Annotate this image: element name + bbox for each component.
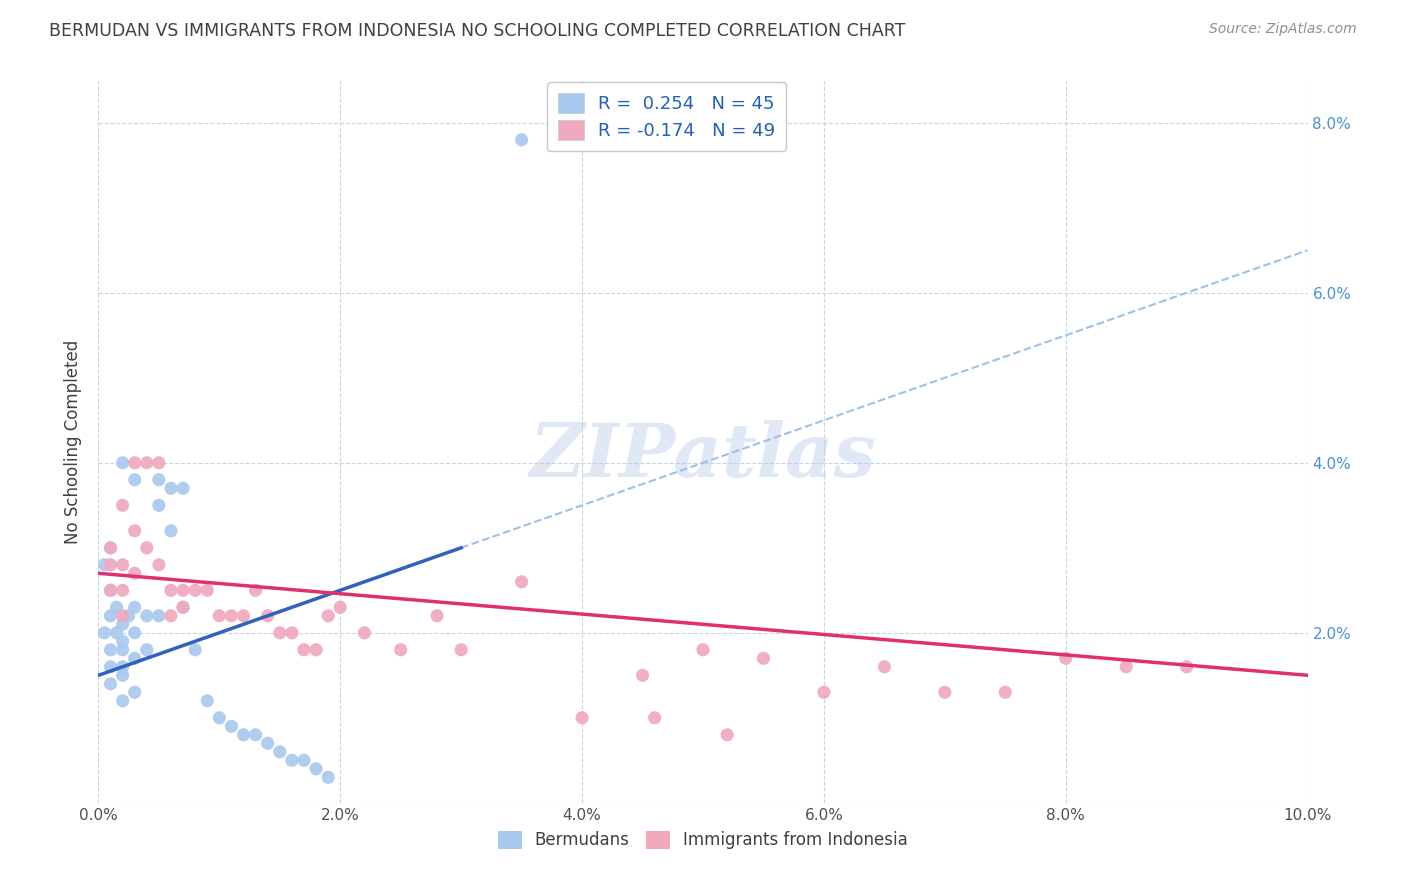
Point (873, 660, 896, 674)
Point (195, 583, 218, 598)
Point (124, 625, 146, 640)
Point (256, 736, 278, 750)
Point (644, 711, 666, 725)
Point (389, 642, 412, 657)
Point (172, 600, 194, 615)
Point (111, 634, 134, 648)
Point (93, 558, 115, 572)
Point (124, 473, 146, 487)
Point (100, 558, 122, 572)
Point (105, 600, 128, 615)
Point (450, 642, 472, 657)
Point (256, 608, 278, 623)
Point (184, 642, 207, 657)
Point (1175, 660, 1198, 674)
Point (208, 608, 231, 623)
Point (172, 583, 194, 598)
Point (135, 642, 157, 657)
Point (100, 583, 122, 598)
Point (160, 583, 183, 598)
Point (111, 583, 134, 598)
Point (100, 660, 122, 674)
Point (111, 617, 134, 632)
Point (269, 625, 291, 640)
Point (329, 600, 352, 615)
Point (124, 566, 146, 581)
Point (208, 711, 231, 725)
Y-axis label: No Schooling Completed: No Schooling Completed (65, 340, 83, 543)
Point (118, 608, 141, 623)
Point (281, 753, 304, 767)
Point (124, 600, 146, 615)
Point (316, 770, 339, 784)
Point (148, 473, 170, 487)
Point (124, 651, 146, 665)
Point (245, 728, 267, 742)
Point (221, 719, 243, 733)
Point (813, 685, 835, 699)
Point (124, 685, 146, 699)
Point (111, 642, 134, 657)
Point (1054, 651, 1077, 665)
Point (148, 456, 170, 470)
Point (232, 608, 254, 623)
Point (160, 608, 183, 623)
Point (292, 642, 315, 657)
Point (510, 133, 533, 147)
Point (305, 762, 328, 776)
Text: Source: ZipAtlas.com: Source: ZipAtlas.com (1209, 22, 1357, 37)
Point (571, 711, 593, 725)
Point (752, 651, 775, 665)
Point (148, 498, 170, 512)
Point (1115, 660, 1137, 674)
Point (316, 608, 339, 623)
Point (245, 583, 267, 598)
Point (135, 541, 157, 555)
Point (135, 456, 157, 470)
Point (148, 608, 170, 623)
Point (111, 558, 134, 572)
Point (100, 541, 122, 555)
Point (111, 668, 134, 682)
Point (172, 481, 194, 495)
Point (111, 660, 134, 674)
Point (93, 625, 115, 640)
Point (100, 642, 122, 657)
Legend: Bermudans, Immigrants from Indonesia: Bermudans, Immigrants from Indonesia (492, 824, 914, 856)
Point (353, 625, 375, 640)
Point (232, 728, 254, 742)
Point (105, 625, 128, 640)
Point (111, 608, 134, 623)
Point (281, 625, 304, 640)
Point (148, 558, 170, 572)
Point (160, 481, 183, 495)
Point (100, 608, 122, 623)
Point (221, 608, 243, 623)
Point (292, 753, 315, 767)
Point (716, 728, 738, 742)
Text: ZIPatlas: ZIPatlas (530, 420, 876, 492)
Point (510, 574, 533, 589)
Point (269, 745, 291, 759)
Point (172, 600, 194, 615)
Point (426, 608, 449, 623)
Point (100, 541, 122, 555)
Point (934, 685, 956, 699)
Point (994, 685, 1017, 699)
Point (100, 583, 122, 598)
Point (100, 677, 122, 691)
Point (124, 456, 146, 470)
Text: BERMUDAN VS IMMIGRANTS FROM INDONESIA NO SCHOOLING COMPLETED CORRELATION CHART: BERMUDAN VS IMMIGRANTS FROM INDONESIA NO… (49, 22, 905, 40)
Point (111, 456, 134, 470)
Point (692, 642, 714, 657)
Point (305, 642, 328, 657)
Point (111, 498, 134, 512)
Point (631, 668, 654, 682)
Point (111, 694, 134, 708)
Point (195, 694, 218, 708)
Point (135, 608, 157, 623)
Point (124, 524, 146, 538)
Point (184, 583, 207, 598)
Point (160, 524, 183, 538)
